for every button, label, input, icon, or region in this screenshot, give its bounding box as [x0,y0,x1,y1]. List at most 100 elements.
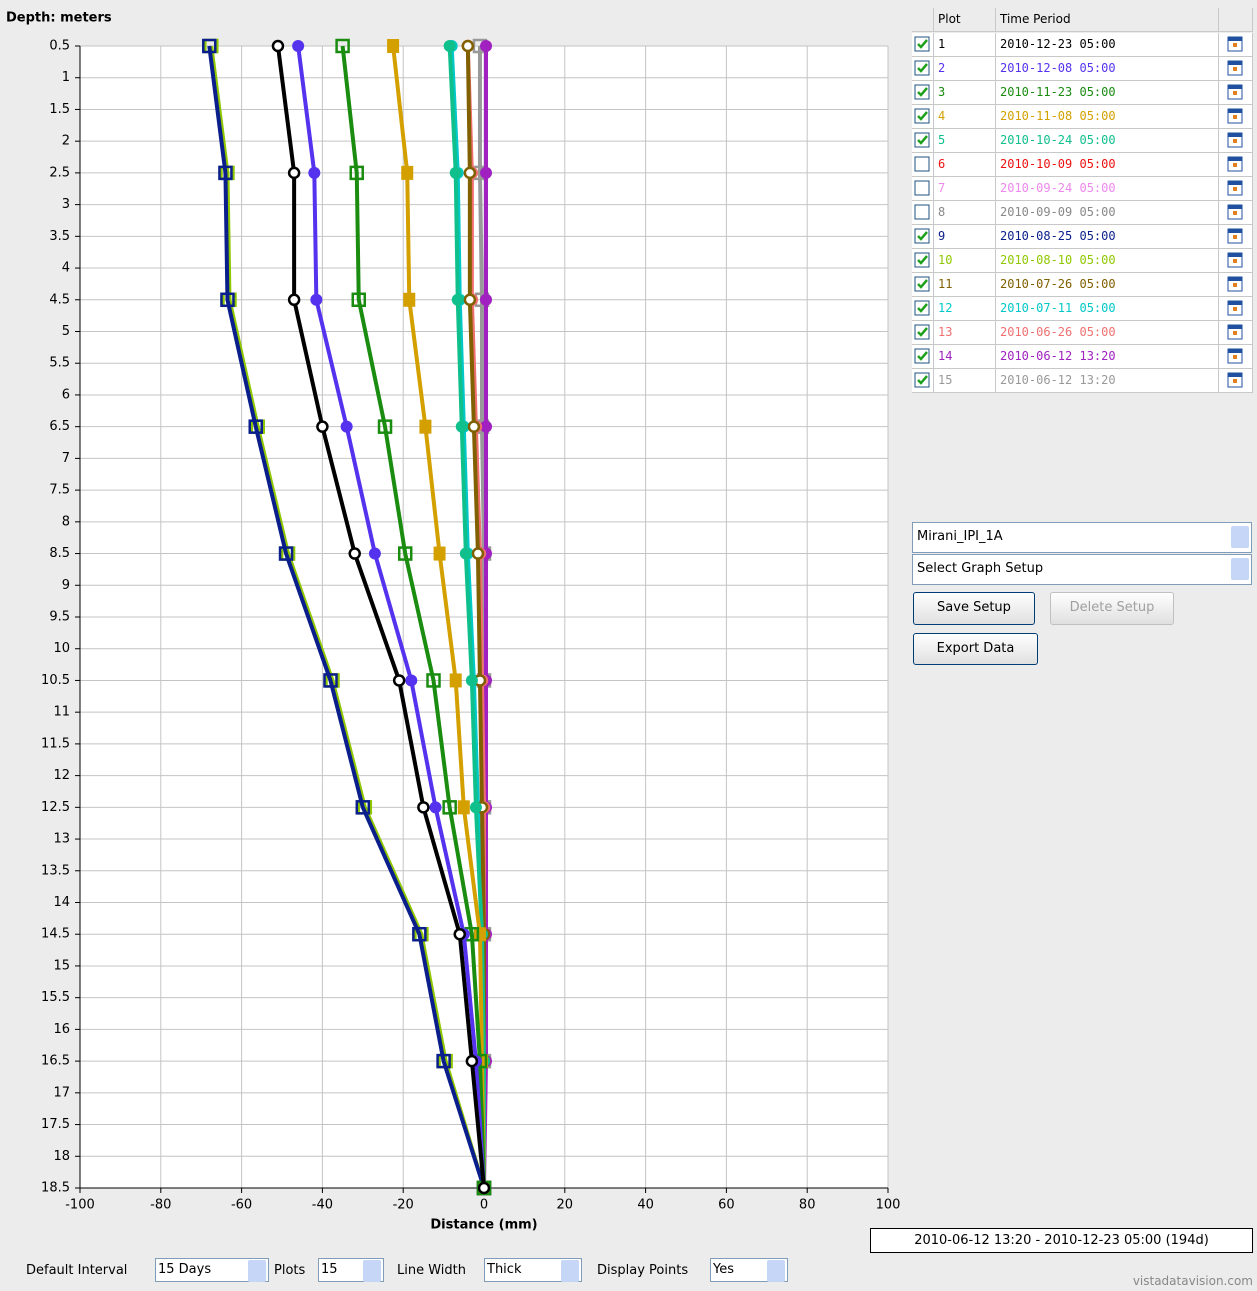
select-text: 15 Days [158,1262,212,1277]
calendar-icon[interactable] [1219,81,1251,103]
select-text: 15 [321,1262,338,1277]
calendar-cell[interactable] [1219,345,1253,369]
calendar-icon[interactable] [1219,225,1251,247]
checkbox-cell[interactable] [912,369,934,393]
y-tick-label: 14.5 [41,927,70,942]
y-tick-label: 6.5 [49,419,70,434]
checkbox[interactable] [912,153,932,175]
instrument-select[interactable]: Mirani_IPI_1A [912,522,1252,553]
checkbox-cell[interactable] [912,273,934,297]
checkbox-cell[interactable] [912,105,934,129]
checkbox-cell[interactable] [912,225,934,249]
calendar-icon[interactable] [1219,273,1251,295]
calendar-cell[interactable] [1219,177,1253,201]
calendar-icon[interactable] [1219,57,1251,79]
calendar-cell[interactable] [1219,297,1253,321]
point [449,673,462,688]
checkbox[interactable] [912,273,932,295]
checkmark [917,375,928,385]
calendar-icon[interactable] [1219,297,1251,319]
y-tick-label: 8.5 [49,546,70,561]
checkmark [917,231,928,241]
checkbox-cell[interactable] [912,177,934,201]
calendar-icon[interactable] [1219,177,1251,199]
checkbox[interactable] [912,249,932,271]
checkbox-cell[interactable] [912,297,934,321]
calendar-cell[interactable] [1219,33,1253,57]
dropdown-arrow [1231,558,1249,580]
time-period: 2010-07-11 05:00 [996,297,1219,321]
checkbox[interactable] [912,321,932,343]
points-label: Display Points [597,1263,689,1278]
calendar-icon[interactable] [1219,105,1251,127]
series-line [296,45,486,1189]
point [397,546,413,561]
checkbox[interactable] [912,81,932,103]
point [443,40,456,52]
checkmark [917,135,928,145]
checkbox-cell[interactable] [912,129,934,153]
plots-select[interactable]: 15 [318,1258,384,1282]
calendar-cell[interactable] [1219,273,1253,297]
checkbox[interactable] [912,369,932,391]
checkbox[interactable] [912,225,932,247]
checkbox-cell[interactable] [912,249,934,273]
calendar-cell[interactable] [1219,153,1253,177]
checkbox[interactable] [912,105,932,127]
plot-number: 9 [934,225,996,249]
calendar-cell[interactable] [1219,369,1253,393]
calendar-cell[interactable] [1219,129,1253,153]
checkbox-cell[interactable] [912,57,934,81]
y-tick-label: 18.5 [41,1181,70,1196]
time-period: 2010-12-23 05:00 [996,33,1219,57]
point [419,419,432,434]
width-select[interactable]: Thick [484,1258,582,1282]
calendar-cell[interactable] [1219,225,1253,249]
range-box: 2010-06-12 13:20 - 2010-12-23 05:00 (194… [870,1228,1253,1253]
point [459,547,472,560]
checkbox[interactable] [912,201,932,223]
calendar-cell[interactable] [1219,105,1253,129]
points-select[interactable]: Yes [710,1258,788,1282]
x-tick-label: -40 [312,1198,333,1213]
checkbox[interactable] [912,33,932,55]
checkbox[interactable] [912,129,932,151]
checkbox-cell[interactable] [912,201,934,225]
save-button[interactable]: Save Setup [913,592,1035,625]
point [278,546,294,561]
time-period: 2010-10-09 05:00 [996,153,1219,177]
setup-select[interactable]: Select Graph Setup [912,554,1252,585]
series-line [391,45,486,1189]
checkbox[interactable] [912,297,932,319]
calendar-icon[interactable] [1219,201,1251,223]
icon-top [1228,373,1242,377]
calendar-cell[interactable] [1219,57,1253,81]
calendar-icon[interactable] [1219,33,1251,55]
checkbox-cell[interactable] [912,345,934,369]
calendar-cell[interactable] [1219,201,1253,225]
checkbox-cell[interactable] [912,33,934,57]
export-button[interactable]: Export Data [913,633,1038,665]
checkbox-cell[interactable] [912,81,934,105]
checkbox[interactable] [912,57,932,79]
point [457,800,470,815]
calendar-icon[interactable] [1219,249,1251,271]
checkbox-cell[interactable] [912,321,934,345]
calendar-cell[interactable] [1219,81,1253,105]
checkbox[interactable] [912,177,932,199]
calendar-icon[interactable] [1219,369,1251,391]
point [469,801,482,814]
calendar-cell[interactable] [1219,321,1253,345]
checkbox-cell[interactable] [912,153,934,177]
point [355,800,371,815]
checkbox[interactable] [912,345,932,367]
interval-select[interactable]: 15 Days [155,1258,269,1282]
y-tick-label: 3 [62,197,70,212]
calendar-icon[interactable] [1219,321,1251,343]
calendar-icon[interactable] [1219,153,1251,175]
calendar-cell[interactable] [1219,249,1253,273]
calendar-icon[interactable] [1219,345,1251,367]
checkmark [917,111,928,121]
y-tick-label: 15 [53,958,70,973]
calendar-icon[interactable] [1219,129,1251,151]
